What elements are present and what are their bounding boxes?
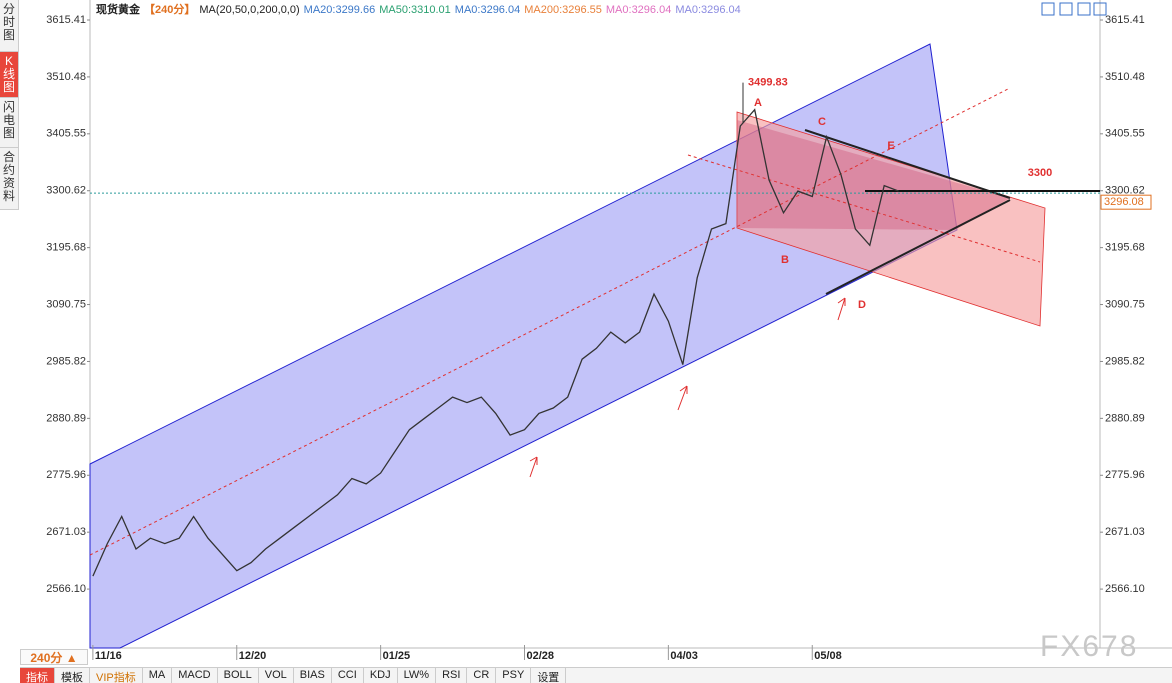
- point-label: C: [818, 116, 826, 128]
- toolbar-item[interactable]: MA: [143, 668, 173, 683]
- point-label: D: [858, 299, 866, 311]
- channel-midline: [89, 87, 1011, 556]
- y-tick-label: 3510.48: [46, 71, 86, 83]
- y-tick-label-right: 3510.48: [1105, 71, 1145, 83]
- y-tick-label: 2880.89: [46, 412, 86, 424]
- toolbar: 指标 模板 VIP指标 MA MACD BOLL VOL BIAS CCI KDJ LW% RSI CR…: [20, 667, 1172, 683]
- toolbar-item[interactable]: RSI: [436, 668, 468, 683]
- x-tick-label: 05/08: [814, 650, 842, 662]
- resistance-line: [804, 129, 1011, 199]
- toolbar-item[interactable]: MACD: [172, 668, 218, 683]
- y-tick-label-right: 2880.89: [1105, 412, 1145, 424]
- rising-channel: [89, 43, 958, 649]
- toolbar-item[interactable]: CR: [467, 668, 497, 683]
- point-label: E: [887, 140, 894, 152]
- wedge-midline: [687, 154, 1041, 263]
- y-tick-label-right: 3195.68: [1105, 242, 1145, 254]
- ma-value: MA0:3296.04: [606, 4, 671, 16]
- toolbar-item[interactable]: PSY: [496, 668, 532, 683]
- y-tick-label: 3300.62: [46, 185, 86, 197]
- x-tick-label: 04/03: [670, 650, 698, 662]
- y-tick-label: 2775.96: [46, 469, 86, 481]
- period-button[interactable]: 240分 ▲: [20, 649, 88, 665]
- y-tick-label-right: 2985.82: [1105, 355, 1145, 367]
- y-tick-label-right: 3090.75: [1105, 298, 1145, 310]
- symbol: 现货黄金: [96, 2, 141, 16]
- y-tick-label: 3405.55: [46, 128, 86, 140]
- point-label: B: [781, 254, 789, 266]
- toolbar-item[interactable]: VOL: [259, 668, 294, 683]
- x-tick-label: 02/28: [527, 650, 555, 662]
- icon-button[interactable]: [1041, 2, 1055, 16]
- icon-button[interactable]: [1093, 2, 1107, 16]
- y-tick-label: 2566.10: [46, 583, 86, 595]
- support-line: [825, 199, 1011, 295]
- toolbar-item[interactable]: 模板: [55, 668, 90, 683]
- x-tick-label: 01/25: [383, 650, 411, 662]
- sidebar-tab[interactable]: K线图: [0, 52, 19, 98]
- y-tick-label: 3615.41: [46, 14, 86, 26]
- y-tick-label-right: 2566.10: [1105, 583, 1145, 595]
- high-label: 3499.83: [748, 77, 788, 89]
- y-tick-label: 3195.68: [46, 242, 86, 254]
- triangle: [737, 120, 1010, 230]
- ma-value: MA0:3296.04: [455, 4, 520, 16]
- toolbar-item[interactable]: 设置: [531, 668, 567, 683]
- period: 【240分】: [144, 2, 195, 16]
- sidebar-tab[interactable]: 分时图: [0, 0, 19, 52]
- toolbar-item[interactable]: CCI: [332, 668, 364, 683]
- icon-button[interactable]: [1059, 2, 1073, 16]
- level-label: 3300: [1028, 167, 1052, 179]
- sidebar-tab[interactable]: 闪电图: [0, 98, 19, 148]
- icon-button[interactable]: [1077, 2, 1091, 16]
- last-price-label: 3296.08: [1104, 196, 1144, 208]
- header: 现货黄金 【240分】 MA(20,50,0,200,0,0) MA20:3299.6…: [96, 2, 741, 16]
- toolbar-item[interactable]: BOLL: [218, 668, 259, 683]
- toolbar-item[interactable]: VIP指标: [90, 668, 143, 683]
- x-tick-label: 12/20: [239, 650, 267, 662]
- y-tick-label-right: 2671.03: [1105, 526, 1145, 538]
- ma-value: MA20:3299.66: [304, 4, 376, 16]
- toolbar-item[interactable]: 指标: [20, 668, 55, 683]
- arrows: [529, 297, 846, 478]
- ma-value: MA50:3310.01: [379, 4, 451, 16]
- y-tick-label: 2985.82: [46, 355, 86, 367]
- watermark: FX678: [1040, 630, 1139, 663]
- toolbar-item[interactable]: KDJ: [364, 668, 398, 683]
- price-line: [92, 108, 899, 577]
- point-label: A: [754, 97, 762, 109]
- toolbar-item[interactable]: LW%: [398, 668, 437, 683]
- y-tick-label: 2671.03: [46, 526, 86, 538]
- ma-value: MA200:3296.55: [524, 4, 602, 16]
- y-tick-label-right: 3615.41: [1105, 14, 1145, 26]
- ma-value: MA0:3296.04: [675, 4, 740, 16]
- ma-params: MA(20,50,0,200,0,0): [199, 4, 299, 16]
- y-tick-label: 3090.75: [46, 298, 86, 310]
- x-tick-label: 11/16: [95, 650, 122, 662]
- y-tick-label-right: 3300.62: [1105, 185, 1145, 197]
- y-tick-label-right: 2775.96: [1105, 469, 1145, 481]
- last-price-box: [1100, 194, 1152, 210]
- y-tick-label-right: 3405.55: [1105, 128, 1145, 140]
- sidebar-tab[interactable]: 合约资料: [0, 148, 19, 210]
- toolbar-item[interactable]: BIAS: [294, 668, 332, 683]
